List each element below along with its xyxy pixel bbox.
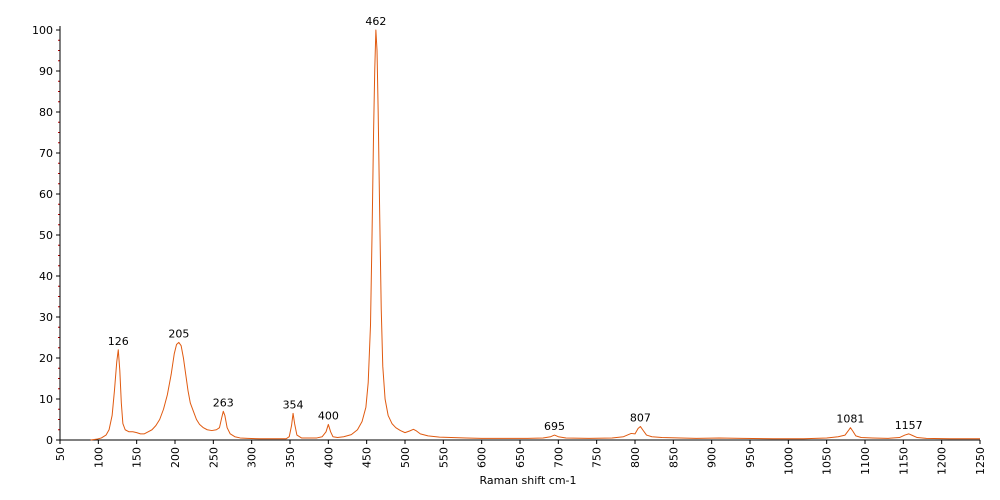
peak-label: 400 (318, 409, 339, 422)
y-tick-label: 20 (39, 352, 53, 365)
peak-label: 354 (283, 398, 304, 411)
y-tick-label: 70 (39, 147, 53, 160)
x-tick-label: 450 (361, 447, 374, 468)
x-tick-label: 250 (207, 447, 220, 468)
peak-labels: 126 205 263 354 400 462 695 807 1081 1157 (108, 15, 923, 433)
peak-label: 695 (544, 420, 565, 433)
y-tick-label: 0 (46, 434, 53, 447)
y-tick-label: 50 (39, 229, 53, 242)
peak-label: 263 (213, 396, 234, 409)
x-axis-ticks: 50 100 150 200 250 300 350 400 450 500 550 600 650 70… (54, 440, 987, 475)
x-tick-label: 900 (706, 447, 719, 468)
x-tick-label: 1100 (859, 447, 872, 475)
x-tick-label: 950 (744, 447, 757, 468)
x-tick-label: 350 (284, 447, 297, 468)
x-tick-label: 50 (54, 447, 67, 461)
peak-label: 807 (630, 411, 651, 424)
x-tick-label: 550 (437, 447, 450, 468)
x-tick-label: 650 (514, 447, 527, 468)
x-tick-label: 700 (552, 447, 565, 468)
x-tick-label: 1050 (821, 447, 834, 475)
peak-label: 462 (365, 15, 386, 28)
y-tick-label: 30 (39, 311, 53, 324)
y-tick-label: 100 (32, 24, 53, 37)
x-tick-label: 600 (476, 447, 489, 468)
y-tick-label: 40 (39, 270, 53, 283)
peak-label: 1081 (836, 413, 864, 426)
x-tick-label: 1150 (897, 447, 910, 475)
y-tick-label: 90 (39, 65, 53, 78)
y-tick-label: 80 (39, 106, 53, 119)
x-axis-title: Raman shift cm-1 (479, 474, 576, 487)
x-tick-label: 800 (629, 447, 642, 468)
peak-label: 205 (168, 327, 189, 340)
x-tick-label: 1200 (936, 447, 949, 475)
x-tick-label: 400 (322, 447, 335, 468)
x-tick-label: 500 (399, 447, 412, 468)
x-tick-label: 200 (169, 447, 182, 468)
x-tick-label: 850 (667, 447, 680, 468)
x-tick-label: 750 (591, 447, 604, 468)
y-axis-ticks: 0 10 20 30 40 50 60 70 80 90 100 (32, 24, 60, 447)
series-line (90, 29, 980, 441)
x-tick-label: 1000 (782, 447, 795, 475)
y-tick-label: 60 (39, 188, 53, 201)
x-tick-label: 300 (246, 447, 259, 468)
y-tick-label: 10 (39, 393, 53, 406)
x-tick-label: 150 (131, 447, 144, 468)
peak-label: 1157 (895, 419, 923, 432)
x-tick-label: 100 (92, 447, 105, 468)
x-tick-label: 1250 (974, 447, 987, 475)
peak-label: 126 (108, 335, 129, 348)
